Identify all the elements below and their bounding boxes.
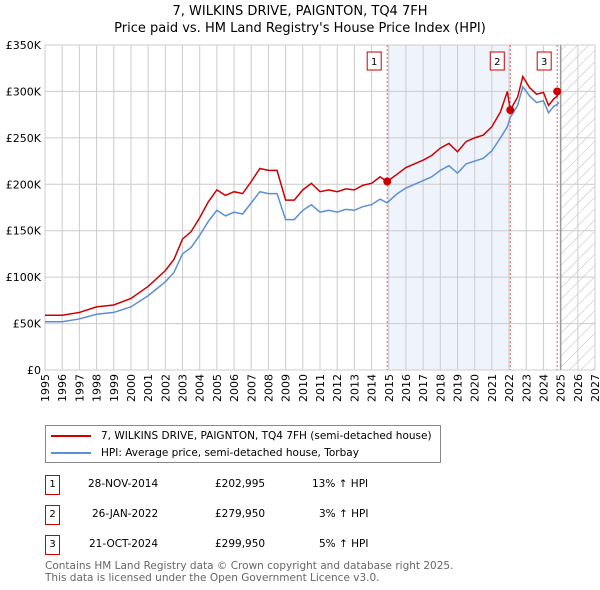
hpi-line	[45, 85, 560, 323]
sale-label-box	[366, 51, 382, 71]
x-tick-label: 1996	[56, 374, 69, 402]
x-tick-label: 2001	[142, 374, 155, 402]
x-tick-label: 1995	[39, 374, 52, 402]
sale-row: 1 28-NOV-2014 £202,995 13% ↑ HPI	[45, 475, 445, 495]
x-tick-label: 2024	[537, 374, 550, 402]
sale-date: 28-NOV-2014	[88, 478, 159, 490]
footer: Contains HM Land Registry data © Crown c…	[45, 560, 453, 584]
sale-marker-label: 2	[45, 505, 60, 525]
sale-label: 3	[541, 57, 547, 68]
sale-price: £202,995	[215, 478, 266, 490]
x-tick-label: 2016	[400, 374, 413, 402]
legend-label-property: 7, WILKINS DRIVE, PAIGNTON, TQ4 7FH (sem…	[101, 430, 432, 442]
sale-row: 3 21-OCT-2024 £299,950 5% ↑ HPI	[45, 535, 445, 555]
sale-marker-label: 3	[45, 535, 60, 555]
x-tick-label: 2011	[314, 374, 327, 402]
sale-label: 1	[371, 57, 377, 68]
legend-label-hpi: HPI: Average price, semi-detached house,…	[101, 447, 359, 459]
x-tick-label: 2015	[383, 374, 396, 402]
x-tick-label: 1997	[73, 374, 86, 402]
sale-hpi: 13% ↑ HPI	[312, 478, 369, 490]
sale-point	[553, 87, 562, 96]
x-tick-label: 2027	[589, 374, 600, 402]
sale-row: 2 26-JAN-2022 £279,950 3% ↑ HPI	[45, 505, 445, 525]
x-tick-label: 2018	[434, 374, 447, 402]
x-tick-label: 2014	[366, 374, 379, 402]
x-tick-label: 2012	[331, 374, 344, 402]
sale-label: 2	[494, 57, 500, 68]
shaded-ownership-period	[387, 45, 511, 370]
x-tick-label: 2006	[228, 374, 241, 402]
x-tick-label: 2020	[469, 374, 482, 402]
legend: 7, WILKINS DRIVE, PAIGNTON, TQ4 7FH (sem…	[45, 425, 441, 463]
sale-point	[383, 177, 392, 186]
x-tick-label: 2010	[297, 374, 310, 402]
x-tick-label: 2025	[555, 374, 568, 402]
sale-marker-label: 1	[45, 475, 60, 495]
sale-date: 21-OCT-2024	[89, 538, 158, 550]
chart-subtitle: Price paid vs. HM Land Registry's House …	[114, 21, 486, 36]
x-tick-label: 1998	[91, 374, 104, 402]
x-tick-label: 2017	[417, 374, 430, 402]
y-tick-label: £100K	[6, 271, 42, 284]
x-tick-label: 2000	[125, 374, 138, 402]
sale-point	[506, 106, 515, 115]
sale-hpi: 3% ↑ HPI	[319, 508, 369, 520]
sale-price: £279,950	[215, 508, 266, 520]
x-tick-label: 2007	[245, 374, 258, 402]
y-tick-label: £50K	[13, 318, 42, 331]
x-tick-label: 2026	[572, 374, 585, 402]
footer-licence: This data is licensed under the Open Gov…	[45, 572, 380, 584]
sale-date: 26-JAN-2022	[92, 508, 159, 520]
x-tick-label: 2008	[262, 374, 275, 402]
legend-blue-line	[51, 452, 91, 454]
x-tick-label: 2002	[159, 374, 172, 402]
footer-copyright: Contains HM Land Registry data © Crown c…	[45, 560, 454, 572]
y-tick-label: £0	[27, 364, 41, 377]
x-tick-label: 2009	[280, 374, 293, 402]
x-tick-label: 2023	[520, 374, 533, 402]
property-price-line	[45, 74, 560, 316]
y-tick-label: £150K	[6, 225, 42, 238]
x-tick-label: 2003	[177, 374, 190, 402]
sale-label-box	[489, 51, 505, 71]
y-tick-label: £350K	[6, 39, 42, 52]
x-tick-label: 2004	[194, 374, 207, 402]
sale-price: £299,950	[215, 538, 266, 550]
sale-hpi: 5% ↑ HPI	[319, 538, 369, 550]
price-chart: 1995 1996 1997 1998 1999 2000 2001 2002 2003 2004…	[6, 39, 600, 402]
x-tick-label: 1999	[108, 374, 121, 402]
x-tick-label: 2013	[348, 374, 361, 402]
y-tick-label: £300K	[6, 85, 42, 98]
x-tick-label: 2019	[452, 374, 465, 402]
sale-label-box	[536, 51, 552, 71]
x-tick-label: 2021	[486, 374, 499, 402]
x-tick-label: 2022	[503, 374, 516, 402]
legend-red-line	[51, 435, 91, 437]
y-tick-label: £200K	[6, 178, 42, 191]
y-tick-label: £250K	[6, 132, 42, 145]
x-tick-label: 2005	[211, 374, 224, 402]
chart-title: 7, WILKINS DRIVE, PAIGNTON, TQ4 7FH	[172, 4, 428, 19]
